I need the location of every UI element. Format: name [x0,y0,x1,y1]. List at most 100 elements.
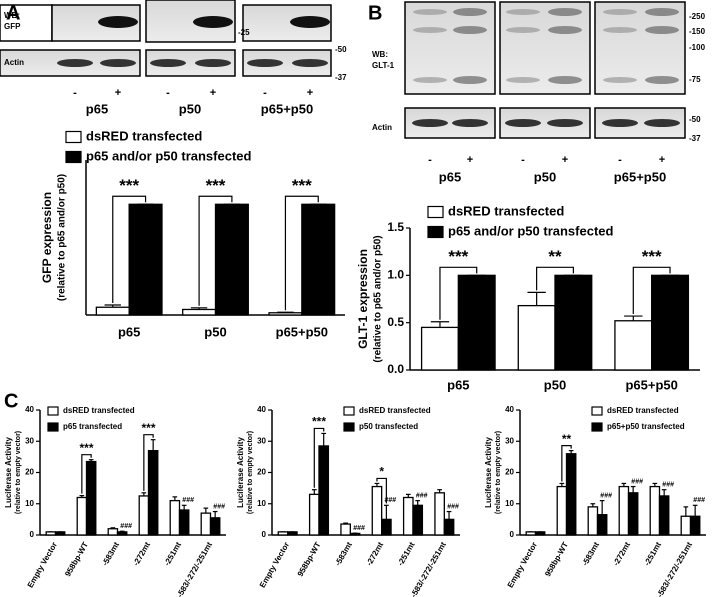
blot-band [602,119,638,127]
legend-label: p65 and/or p50 transfected [86,148,251,163]
bar [554,274,593,371]
significance-bracket [313,427,325,488]
legend-swatch [427,225,444,239]
blot-band [548,76,582,84]
bar [268,312,303,316]
bar [371,485,383,536]
blot-band [413,77,447,83]
significance-label: *** [312,415,326,429]
y-tick-label: 0.0 [387,362,404,376]
y-tick-label: 30 [257,436,266,445]
significance-bracket [284,195,319,311]
blot-band [644,119,680,127]
blot-band [193,16,233,28]
group-label: p65 [439,169,461,184]
blot-band [413,9,447,15]
significance-label: *** [448,247,468,266]
x-tick-label: -251mt [642,540,663,567]
annotation: ### [447,503,459,510]
lane-label: - [521,154,525,166]
legend-label: dsRED transfected [63,406,135,415]
x-tick-label: -272mt [611,540,632,567]
significance-label: *** [292,176,312,195]
significance-bracket [143,434,154,491]
blot-band [645,8,679,16]
y-tick-label: 0 [262,530,267,539]
y-tick-label: 1.5 [387,220,404,234]
y-tick-label: 0.5 [387,315,404,329]
loading-label: Actin [372,123,392,132]
bar [420,326,459,371]
bar [138,495,150,536]
legend-swatch [427,205,444,219]
blot-band [506,77,540,83]
wb-label: WB: [4,11,20,20]
significance-label: *** [206,176,226,195]
x-tick-label: p65 [118,324,140,339]
panel-label: C [4,390,18,412]
mw-marker: -25 [238,28,250,37]
annotation: ### [385,497,397,504]
x-tick-label: -583/-272/-251mt [409,540,448,597]
y-tick-label: 20 [257,468,266,477]
bar [649,485,661,536]
mw-marker: -37 [689,134,701,143]
blot-band [603,9,637,15]
legend-label: dsRED transfected [359,406,431,415]
blot-band [100,59,136,67]
bar [340,523,351,536]
significance-bracket [112,195,147,304]
wb-label: GFP [4,22,21,31]
y-tick-label: 0 [30,530,35,539]
y-tick-label: 1.0 [387,268,404,282]
legend-swatch [65,150,82,164]
bar [182,308,217,316]
lane-label: + [562,154,568,166]
y-tick-label: 20 [505,468,514,477]
significance-label: *** [141,421,155,435]
significance-label: ** [562,432,572,446]
significance-label: *** [119,176,139,195]
y-axis-label: GLT-1 expression [356,249,370,349]
lane-label: - [618,154,622,166]
legend-swatch [343,406,355,416]
bar [85,460,97,536]
bar [301,203,336,316]
blot-band [98,16,138,28]
blot-band [645,76,679,84]
y-tick-label: 10 [257,499,266,508]
bar [434,492,445,536]
significance-bracket [439,266,478,320]
mw-marker: -50 [335,45,347,54]
bar [614,320,653,371]
bar [596,514,608,536]
annotation: ### [353,525,365,532]
group-label: p50 [179,101,201,116]
x-tick-label: -272mt [365,540,386,567]
significance-bracket [561,445,572,482]
blot-band [150,59,186,67]
bar [214,203,249,316]
bar [517,304,556,371]
x-tick-label: -251mt [162,540,183,567]
significance-bracket [198,195,233,306]
x-tick-label: -583mt [333,540,354,567]
mw-marker: -37 [335,73,347,82]
x-tick-label: p50 [204,324,226,339]
x-tick-label: p65+p50 [276,324,328,339]
blot-band [290,16,330,28]
mw-marker: -100 [689,43,706,52]
y-tick-label: 20 [25,468,34,477]
y-axis-label: (relative to empty vector) [15,431,22,514]
y-tick-label: 30 [505,436,514,445]
annotation: ### [600,492,612,499]
blot-band [548,8,582,16]
bar [169,499,181,536]
blot-band [452,119,488,127]
mw-marker: -75 [689,75,701,84]
y-tick-label: 40 [25,405,34,414]
bar [402,496,414,536]
loading-label: Actin [4,58,24,67]
bar [412,504,424,536]
legend-label: p65 transfected [63,422,122,431]
